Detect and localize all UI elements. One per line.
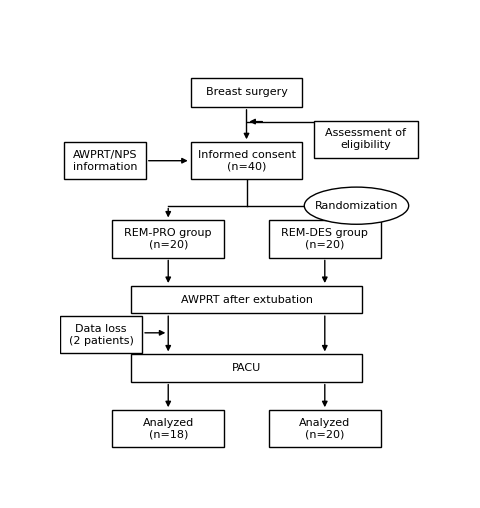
FancyBboxPatch shape: [64, 142, 145, 179]
FancyBboxPatch shape: [60, 316, 142, 354]
Text: Randomization: Randomization: [314, 201, 397, 211]
FancyBboxPatch shape: [112, 410, 224, 447]
Ellipse shape: [304, 187, 408, 224]
FancyBboxPatch shape: [112, 220, 224, 258]
FancyBboxPatch shape: [313, 120, 417, 158]
FancyBboxPatch shape: [190, 142, 302, 179]
Text: Data loss
(2 patients): Data loss (2 patients): [69, 324, 133, 345]
Text: Informed consent
(n=40): Informed consent (n=40): [197, 150, 295, 172]
Text: Analyzed
(n=18): Analyzed (n=18): [142, 418, 193, 439]
FancyBboxPatch shape: [131, 286, 361, 313]
Text: AWPRT/NPS
information: AWPRT/NPS information: [72, 150, 137, 172]
FancyBboxPatch shape: [268, 410, 380, 447]
FancyBboxPatch shape: [268, 220, 380, 258]
Text: Analyzed
(n=20): Analyzed (n=20): [299, 418, 350, 439]
Text: Assessment of
eligibility: Assessment of eligibility: [324, 129, 406, 150]
Text: AWPRT after extubation: AWPRT after extubation: [180, 295, 312, 305]
Text: PACU: PACU: [231, 363, 261, 373]
Text: REM-PRO group
(n=20): REM-PRO group (n=20): [124, 228, 212, 250]
FancyBboxPatch shape: [131, 355, 361, 382]
Text: Breast surgery: Breast surgery: [205, 87, 287, 97]
Text: REM-DES group
(n=20): REM-DES group (n=20): [281, 228, 368, 250]
FancyBboxPatch shape: [190, 78, 302, 107]
